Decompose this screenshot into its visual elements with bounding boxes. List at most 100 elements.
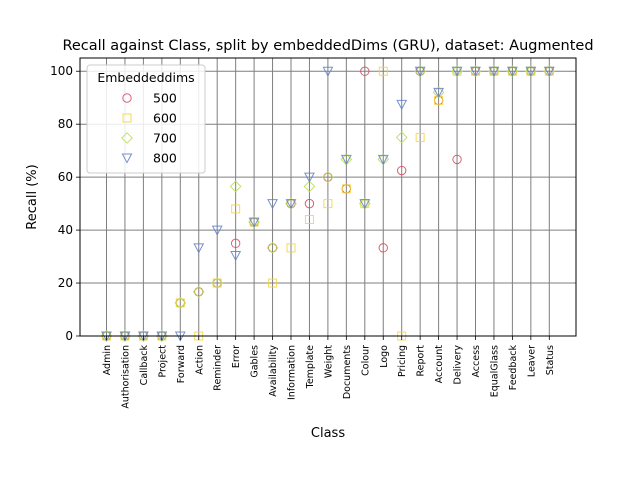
data-point <box>378 243 388 253</box>
x-tick-label: Status <box>545 345 556 375</box>
y-tick-label: 60 <box>58 170 73 184</box>
data-point <box>192 285 205 298</box>
data-point <box>433 87 445 99</box>
data-point <box>322 66 334 77</box>
data-point <box>470 66 481 77</box>
x-tick-label: Report <box>416 345 427 377</box>
data-point <box>267 199 278 210</box>
data-point <box>360 66 370 76</box>
legend: Embeddeddims 500 600 700 800 <box>86 64 206 174</box>
legend-marker <box>121 153 133 164</box>
data-point <box>414 66 426 77</box>
legend-label: 800 <box>153 151 177 166</box>
legend-entry-500: 500 <box>122 91 177 106</box>
data-point <box>415 132 425 142</box>
data-point <box>340 154 352 166</box>
x-tick-label: Feedback <box>508 345 519 391</box>
x-tick-label: Access <box>471 345 482 378</box>
data-point <box>323 199 333 209</box>
data-point <box>488 66 500 77</box>
data-point <box>266 241 279 254</box>
data-point <box>286 243 296 253</box>
data-point <box>248 217 260 228</box>
x-tick-label: Documents <box>342 345 353 399</box>
data-point <box>211 225 223 236</box>
x-tick-label: Delivery <box>453 345 464 385</box>
y-tick-label: 40 <box>58 223 73 237</box>
data-point <box>506 66 518 77</box>
legend-marker <box>122 113 132 123</box>
data-point <box>323 172 333 182</box>
legend-entry-600: 600 <box>122 111 177 126</box>
data-point <box>230 251 242 262</box>
x-tick-label: Availability <box>268 345 279 397</box>
data-point <box>174 296 187 309</box>
data-point <box>452 154 462 165</box>
y-tick-label: 0 <box>65 329 73 343</box>
data-point <box>211 277 224 289</box>
x-tick-label: Logo <box>379 345 390 368</box>
data-point <box>304 172 315 183</box>
data-point <box>543 66 555 77</box>
x-tick-label: Pricing <box>397 345 408 377</box>
legend-entry-700: 700 <box>121 131 177 146</box>
y-tick-label: 80 <box>58 117 73 131</box>
legend-marker <box>121 132 133 144</box>
x-tick-label: Callback <box>139 345 150 386</box>
x-tick-label: Weight <box>323 345 334 378</box>
x-tick-label: Leaver <box>526 345 537 377</box>
data-point <box>341 184 351 194</box>
data-point <box>230 238 241 249</box>
x-axis-ticks: Admin Authorisation Callback Project Forward… <box>102 336 556 409</box>
data-point <box>304 198 315 209</box>
data-point <box>397 165 407 176</box>
data-point <box>193 243 205 254</box>
legend-box <box>86 64 206 174</box>
chart-title: Recall against Class, split by embeddedD… <box>62 38 593 54</box>
x-tick-label: Account <box>434 345 445 384</box>
data-point <box>231 204 241 214</box>
legend-label: 700 <box>153 131 177 146</box>
data-point <box>304 215 314 225</box>
data-point <box>377 154 389 166</box>
data-point <box>229 180 242 193</box>
legend-marker <box>122 93 132 103</box>
legend-title: Embeddeddims <box>97 70 194 85</box>
x-tick-label: Gables <box>250 345 261 378</box>
x-tick-label: Reminder <box>213 345 224 391</box>
data-point <box>175 298 185 308</box>
data-point <box>396 99 408 110</box>
data-point <box>378 66 388 76</box>
x-tick-label: Colour <box>360 345 371 376</box>
x-tick-label: Error <box>231 345 242 368</box>
data-point <box>268 278 278 288</box>
data-point <box>525 66 537 77</box>
y-tick-label: 100 <box>50 64 73 78</box>
legend-entry-800: 800 <box>121 151 177 166</box>
data-point <box>285 199 297 210</box>
data-point <box>212 278 222 288</box>
series-800 <box>101 66 555 342</box>
legend-label: 600 <box>153 111 177 126</box>
x-tick-label: Forward <box>176 345 187 383</box>
data-point <box>451 66 463 77</box>
x-tick-label: Information <box>287 345 298 400</box>
data-point <box>267 243 278 253</box>
y-axis-label: Recall (%) <box>25 164 40 229</box>
x-tick-label: Admin <box>102 345 113 375</box>
x-tick-label: EqualGlass <box>489 345 500 397</box>
y-axis-ticks: 0 20 40 60 80 100 <box>50 64 80 343</box>
data-point <box>359 199 371 210</box>
data-point <box>321 171 334 184</box>
legend-label: 500 <box>153 91 177 106</box>
x-tick-label: Project <box>157 345 168 378</box>
x-tick-label: Authorisation <box>120 345 131 409</box>
x-tick-label: Template <box>305 345 316 390</box>
data-point <box>303 180 316 193</box>
data-point <box>395 131 408 144</box>
data-point <box>194 287 204 297</box>
x-axis-label: Class <box>311 426 345 441</box>
y-tick-label: 20 <box>58 276 73 290</box>
